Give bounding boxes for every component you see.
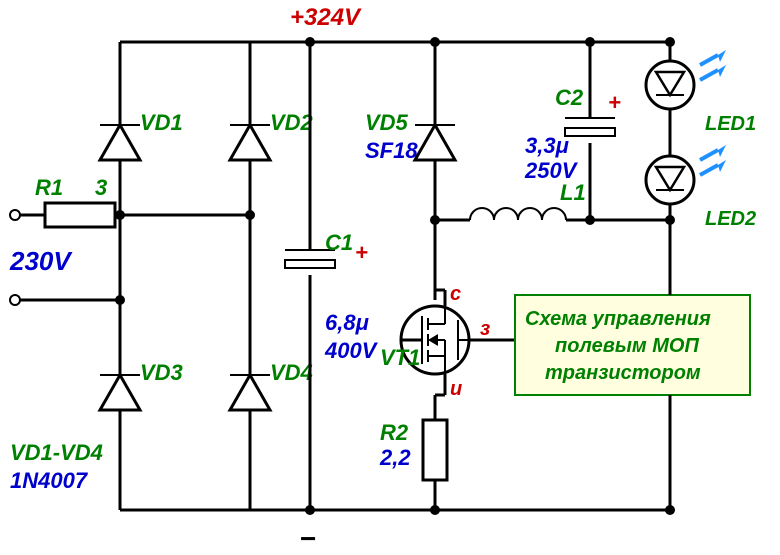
diode-vd5 — [415, 125, 455, 160]
vt1-gate: з — [480, 318, 490, 340]
r2-value: 2,2 — [379, 445, 411, 470]
vt1-src: и — [450, 378, 462, 400]
vt1-name: VT1 — [380, 345, 420, 370]
inductor-l1 — [470, 208, 566, 220]
c2-volt: 250V — [524, 158, 579, 183]
vd5-type: SF18 — [365, 138, 418, 163]
diode-vd3 — [100, 370, 140, 410]
voltage-rail-label: +324V — [290, 4, 362, 31]
ctrl-l1: Схема управления — [525, 308, 711, 330]
vd2-label: VD2 — [270, 110, 314, 135]
minus-label: − — [300, 523, 316, 554]
resistor-r1 — [45, 203, 115, 227]
vd1-label: VD1 — [140, 110, 183, 135]
diode-vd1 — [100, 120, 140, 160]
c1-volt: 400V — [324, 338, 379, 363]
r1-value: 3 — [95, 175, 107, 200]
vd4-label: VD4 — [270, 360, 313, 385]
led1 — [646, 50, 726, 109]
r2-name: R2 — [380, 420, 409, 445]
diode-vd4 — [230, 370, 270, 410]
c2-name: C2 — [555, 85, 584, 110]
r1-label: R1 — [35, 175, 63, 200]
input-voltage: 230V — [9, 246, 73, 276]
c1-value: 6,8μ — [325, 310, 369, 335]
resistor-r2 — [423, 420, 447, 480]
vd5-name: VD5 — [365, 110, 409, 135]
l1-label: L1 — [560, 180, 586, 205]
bridge-note1: VD1-VD4 — [10, 440, 103, 465]
svg-text:+: + — [355, 240, 368, 265]
c2-value: 3,3μ — [525, 133, 569, 158]
vt1-drain: с — [450, 283, 461, 305]
led1-label: LED1 — [705, 113, 756, 135]
ctrl-l2: полевым МОП — [555, 335, 699, 357]
led2-label: LED2 — [705, 208, 756, 230]
bridge-note2: 1N4007 — [10, 468, 89, 493]
c1-name: C1 — [325, 230, 353, 255]
diode-vd2 — [230, 120, 270, 160]
circuit-diagram: +324V − R1 3 230V VD1 VD2 VD3 VD4 VD1-VD… — [0, 0, 780, 555]
led2 — [646, 145, 726, 204]
svg-text:+: + — [608, 90, 621, 115]
vd3-label: VD3 — [140, 360, 183, 385]
ctrl-l3: транзистором — [545, 362, 701, 384]
